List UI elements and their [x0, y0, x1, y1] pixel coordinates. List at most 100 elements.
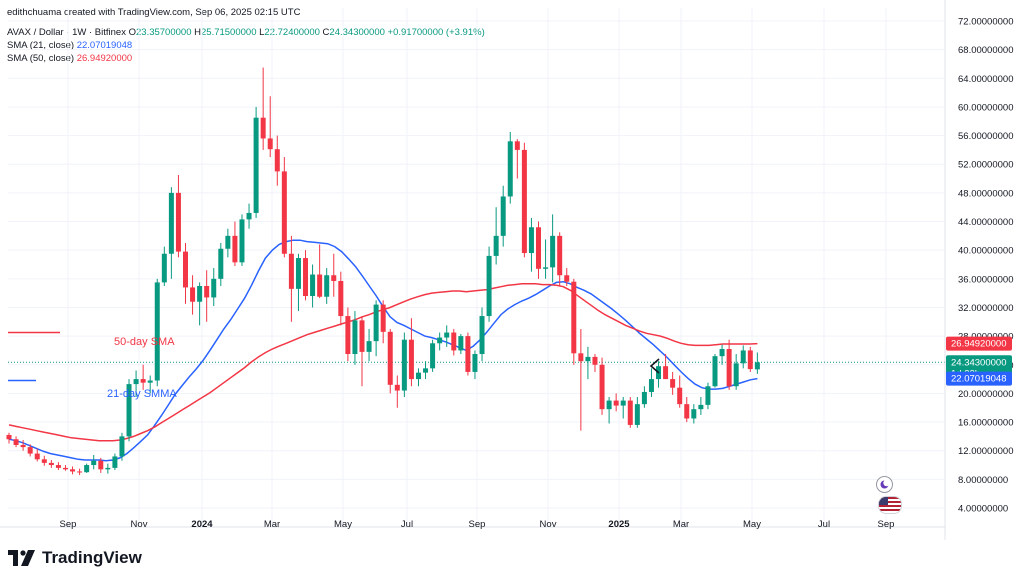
candle-body [437, 337, 443, 344]
candle [663, 354, 669, 380]
candle [352, 311, 358, 365]
sma50-legend[interactable]: SMA (50, close) 26.94920000 [7, 53, 132, 65]
x-tick-label: Nov [131, 519, 148, 530]
candle-body [677, 387, 683, 405]
candle-body [557, 235, 563, 276]
candle [719, 344, 725, 365]
theme-toggle-icon[interactable] [876, 476, 893, 493]
candle-body [140, 379, 146, 383]
sma21-price-label-text: 22.07019048 [951, 374, 1006, 385]
candle [168, 187, 174, 279]
x-tick-label: 2024 [191, 519, 213, 530]
y-tick-label: 16.00000000 [958, 418, 1013, 429]
candle-body [472, 354, 478, 372]
candle-body [747, 350, 753, 370]
candle [345, 307, 351, 362]
candle [444, 325, 450, 347]
candle [140, 364, 146, 390]
sma21-price-label-bg [946, 371, 1012, 386]
candle-body [147, 380, 153, 383]
candle [197, 282, 203, 326]
candle-body [183, 251, 188, 288]
candle-body [444, 332, 450, 338]
last-price-label-text: 24.34300000 [951, 357, 1006, 368]
candle [27, 444, 33, 457]
candle-body [733, 363, 739, 387]
candle-body [34, 453, 40, 460]
symbol-label[interactable]: AVAX / Dollar · 1W · Bitfinex [7, 27, 126, 38]
candle-body [486, 255, 492, 317]
y-tick-label: 72.00000000 [958, 17, 1013, 28]
candle-body [394, 384, 400, 391]
candle-body [211, 278, 217, 298]
candle [239, 214, 245, 266]
candle [218, 243, 224, 286]
candle [175, 174, 181, 258]
y-tick-label: 32.00000000 [958, 303, 1013, 314]
y-tick-label: 20.00000000 [958, 389, 1013, 400]
candle [373, 300, 379, 357]
candle-body [295, 258, 301, 289]
y-tick-label: 68.00000000 [958, 45, 1013, 56]
candle-body [536, 227, 541, 269]
candle [677, 375, 683, 408]
candle [578, 328, 584, 431]
candle-body [634, 404, 640, 425]
candle [536, 221, 541, 279]
candle-body [232, 235, 238, 263]
flag-icon[interactable] [878, 496, 902, 514]
candle [394, 375, 400, 408]
y-tick-label: 8.00000000 [958, 475, 1008, 486]
tradingview-brand[interactable]: TradingView [8, 548, 142, 568]
candle-body [281, 171, 287, 254]
candle-body [133, 379, 139, 385]
crosshair-cursor-icon [649, 358, 660, 374]
candle-body [27, 447, 33, 454]
price-axis: 72.00000000 68.00000000 64.00000000 60.0000… [0, 0, 1013, 540]
candle [62, 465, 68, 471]
candle [507, 132, 513, 204]
low-value: 22.72400000 [264, 27, 320, 38]
candle-body [550, 235, 556, 268]
candle [705, 382, 711, 410]
x-tick-label: May [743, 519, 761, 530]
candle [303, 250, 309, 301]
candle-body [338, 280, 344, 317]
candle [359, 316, 365, 387]
y-tick-label: 44.00000000 [958, 217, 1013, 228]
candle [274, 135, 280, 186]
candle [84, 463, 90, 473]
candle [423, 361, 429, 380]
candle [211, 268, 217, 307]
candle [465, 332, 471, 376]
candle-body [126, 384, 132, 437]
candle [408, 318, 414, 387]
candle-body [712, 356, 718, 387]
candle-body [458, 336, 464, 351]
candle [486, 246, 492, 322]
sma21-line [8, 239, 758, 462]
y-tick-label: 12.00000000 [958, 446, 1013, 457]
candle-body [423, 368, 429, 373]
candle-body [599, 364, 605, 410]
x-tick-label: Jul [401, 519, 413, 530]
candle-body [345, 316, 351, 355]
candle-body [331, 275, 337, 281]
time-axis: Sep Nov 2024 Mar May Jul Sep Nov 2025 Mar May Jul Se… [60, 519, 895, 530]
close-value: 24.34300000 [329, 27, 385, 38]
sma21-legend[interactable]: SMA (21, close) 22.07019048 [7, 40, 132, 52]
candle [98, 457, 104, 473]
candle [253, 106, 259, 218]
price-chart[interactable]: 72.00000000 68.00000000 64.00000000 60.0000… [0, 0, 1024, 540]
candle [733, 354, 739, 390]
candle [338, 271, 344, 326]
candle-body [726, 349, 732, 387]
candle-body [451, 332, 457, 351]
candle [91, 455, 97, 470]
low-label: L [259, 27, 265, 38]
candle-body [175, 192, 181, 252]
sma21-legend-value: 22.07019048 [76, 40, 133, 51]
candle [70, 466, 76, 475]
